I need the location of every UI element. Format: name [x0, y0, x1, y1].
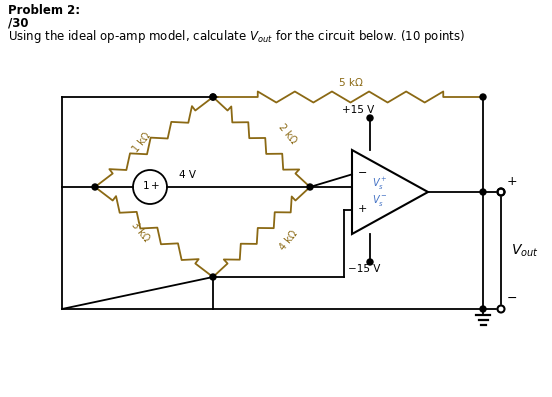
Text: −: − — [358, 168, 368, 178]
Text: Using the ideal op-amp model, calculate $V_{out}$ for the circuit below. (10 poi: Using the ideal op-amp model, calculate … — [8, 28, 465, 45]
Text: +: + — [151, 181, 160, 191]
Circle shape — [210, 94, 216, 100]
Circle shape — [497, 189, 505, 195]
Text: $V_s^+$: $V_s^+$ — [372, 176, 388, 193]
Text: +: + — [358, 204, 368, 214]
Text: +15 V: +15 V — [342, 105, 374, 115]
Text: 1: 1 — [142, 181, 149, 191]
Circle shape — [480, 189, 486, 195]
Circle shape — [480, 94, 486, 100]
Circle shape — [210, 274, 216, 280]
Circle shape — [307, 184, 313, 190]
Text: 1 kΩ: 1 kΩ — [131, 130, 153, 154]
Circle shape — [367, 259, 373, 265]
Circle shape — [497, 189, 505, 195]
Text: $V_s^-$: $V_s^-$ — [372, 193, 388, 208]
Circle shape — [497, 306, 505, 312]
Text: 2 kΩ: 2 kΩ — [277, 122, 298, 146]
Text: 5 kΩ: 5 kΩ — [338, 78, 363, 88]
Circle shape — [92, 184, 98, 190]
Text: Problem 2:: Problem 2: — [8, 4, 80, 17]
Circle shape — [367, 115, 373, 121]
Text: 4 kΩ: 4 kΩ — [278, 228, 299, 252]
Text: +: + — [507, 175, 518, 188]
Text: 4 V: 4 V — [179, 170, 196, 180]
Text: /30: /30 — [8, 16, 29, 29]
Text: −: − — [507, 292, 518, 305]
Text: $V_{out}$: $V_{out}$ — [511, 242, 539, 259]
Text: 3 kΩ: 3 kΩ — [129, 220, 151, 244]
Circle shape — [210, 94, 216, 100]
Text: −15 V: −15 V — [348, 264, 380, 274]
Circle shape — [480, 306, 486, 312]
